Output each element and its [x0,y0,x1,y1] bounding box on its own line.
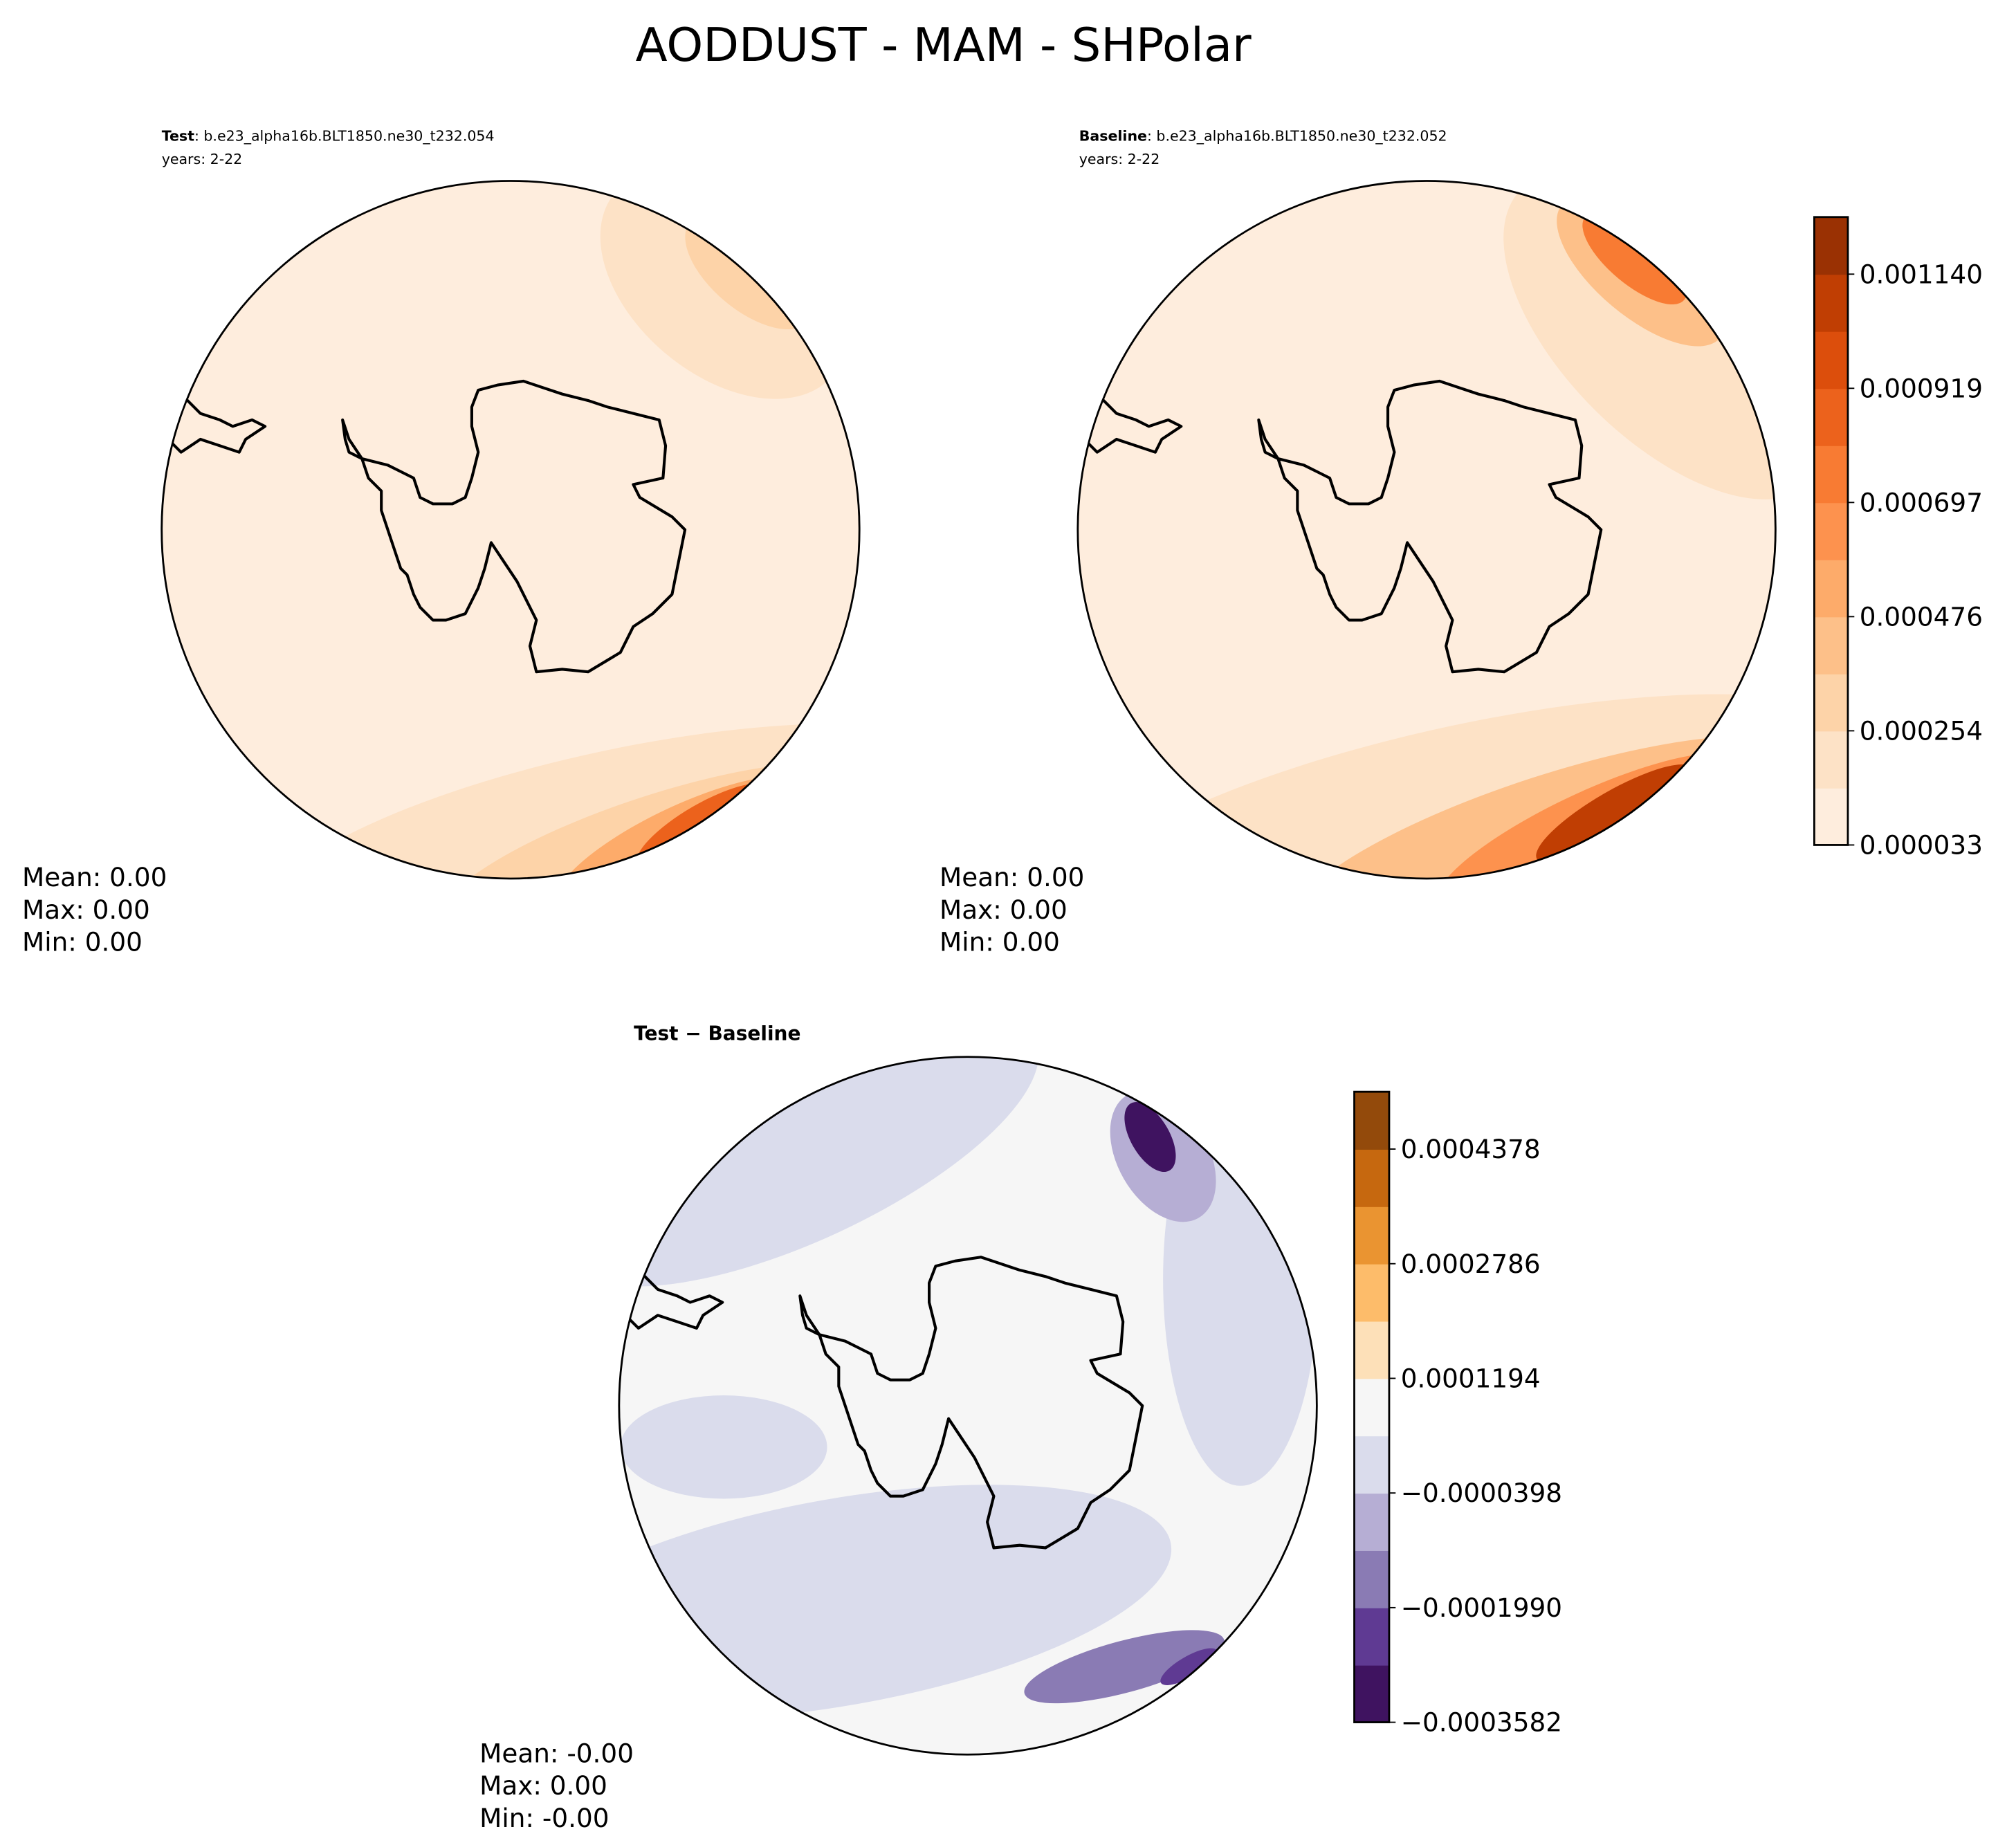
colorbar-level [1354,1206,1389,1265]
colorbar-level [1814,731,1848,789]
stat: Mean: -0.00 [479,1738,634,1768]
case-name: : b.e23_alpha16b.BLT1850.ne30_t232.054 [194,128,495,145]
colorbar-tick-label: 0.000033 [1860,830,1983,861]
colorbar-frame [1813,216,1849,846]
panel-label: Test − Baseline [634,1022,800,1045]
stat: Max: 0.00 [940,894,1067,925]
colorbar-level [1814,559,1848,618]
colorbar-level [1814,331,1848,389]
stat: Max: 0.00 [22,894,150,925]
map [618,1056,1317,1755]
panel: Test: b.e23_alpha16b.BLT1850.ne30_t232.0… [22,128,861,957]
colorbar-level [1814,217,1848,275]
panel-header: Test: b.e23_alpha16b.BLT1850.ne30_t232.0… [162,128,495,145]
stat: Min: 0.00 [22,927,143,957]
panel-label: Baseline [1079,128,1147,145]
colorbar-level [1814,388,1848,446]
colorbar-frame [1353,1090,1391,1723]
colorbar-level [1814,787,1848,846]
colorbar-tick-label: 0.0001194 [1401,1364,1541,1394]
colorbar-level [1354,1263,1389,1322]
years: years: 2-22 [162,151,243,167]
colorbar-level [1814,616,1848,674]
colorbar-level [1814,502,1848,560]
colorbar-tick-label: −0.0003582 [1401,1707,1562,1738]
stat: Max: 0.00 [479,1770,607,1801]
colorbar-level [1354,1149,1389,1207]
colorbar-level [1814,445,1848,504]
years: years: 2-22 [1079,151,1160,167]
stat: Mean: 0.00 [940,862,1084,892]
colorbar-level [1354,1664,1389,1723]
panel: Baseline: b.e23_alpha16b.BLT1850.ne30_t2… [940,128,1777,957]
colorbar-level [1354,1607,1389,1666]
panel: Test − Baseline Mean: -0.00 Max: 0.00 Mi… [479,1022,1318,1833]
figure-title: AODDUST - MAM - SHPolar [636,18,1252,72]
case-name: : b.e23_alpha16b.BLT1850.ne30_t232.052 [1147,128,1447,145]
colorbar-level [1354,1493,1389,1551]
colorbar-level [1814,274,1848,332]
stat: Min: 0.00 [940,927,1060,957]
colorbar-level [1354,1550,1389,1608]
colorbar-tick-label: −0.0001990 [1401,1592,1562,1623]
colorbar-level [1354,1321,1389,1379]
colorbars: 0.000033 0.000254 0.000476 0.000697 0.000919… [1353,216,1983,1738]
stat: Min: -0.00 [479,1803,609,1833]
colorbar-tick-label: −0.0000398 [1401,1478,1562,1508]
colorbar-tick-label: 0.0004378 [1401,1134,1541,1164]
panel-header: Baseline: b.e23_alpha16b.BLT1850.ne30_t2… [1079,128,1447,145]
colorbar-level [1354,1435,1389,1494]
colorbar-tick-label: 0.001140 [1860,259,1983,289]
colorbar-tick-label: 0.000919 [1860,373,1983,403]
colorbar-tick-label: 0.0002786 [1401,1249,1541,1279]
colorbar-level [1354,1378,1389,1437]
map [1077,181,1776,879]
colorbar-level [1814,673,1848,732]
panel-label: Test [162,128,194,145]
colorbar-tick-label: 0.000476 [1860,601,1983,632]
colorbar-tick-label: 0.000254 [1860,715,1983,746]
colorbar-tick-label: 0.000697 [1860,487,1983,517]
colorbar-level [1354,1092,1389,1150]
stat: Mean: 0.00 [22,862,167,892]
